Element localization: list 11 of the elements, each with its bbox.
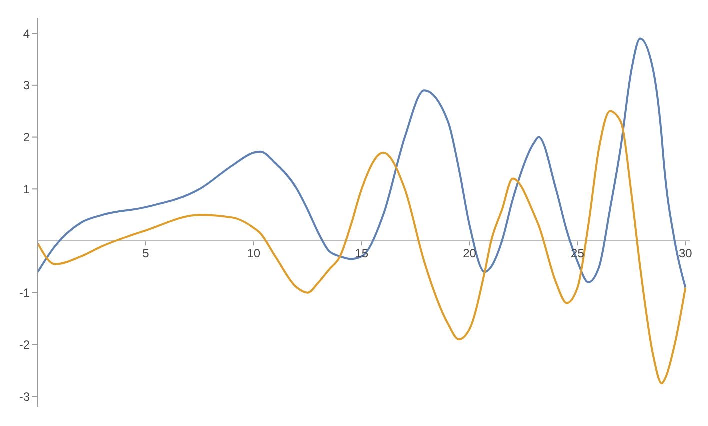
x-tick-label: 30 — [679, 246, 693, 261]
y-tick-label: 4 — [23, 26, 30, 41]
x-tick-label: 10 — [247, 246, 261, 261]
y-tick-label: 3 — [23, 78, 30, 93]
x-tick-label: 5 — [142, 246, 150, 261]
y-tick-label: -1 — [19, 286, 30, 300]
y-tick-label: 1 — [23, 182, 30, 196]
y-tick-label: -2 — [19, 338, 30, 352]
y-tick-label: 2 — [23, 130, 30, 145]
x-tick-label: 20 — [463, 246, 477, 261]
y-tick-label: -3 — [19, 390, 30, 404]
